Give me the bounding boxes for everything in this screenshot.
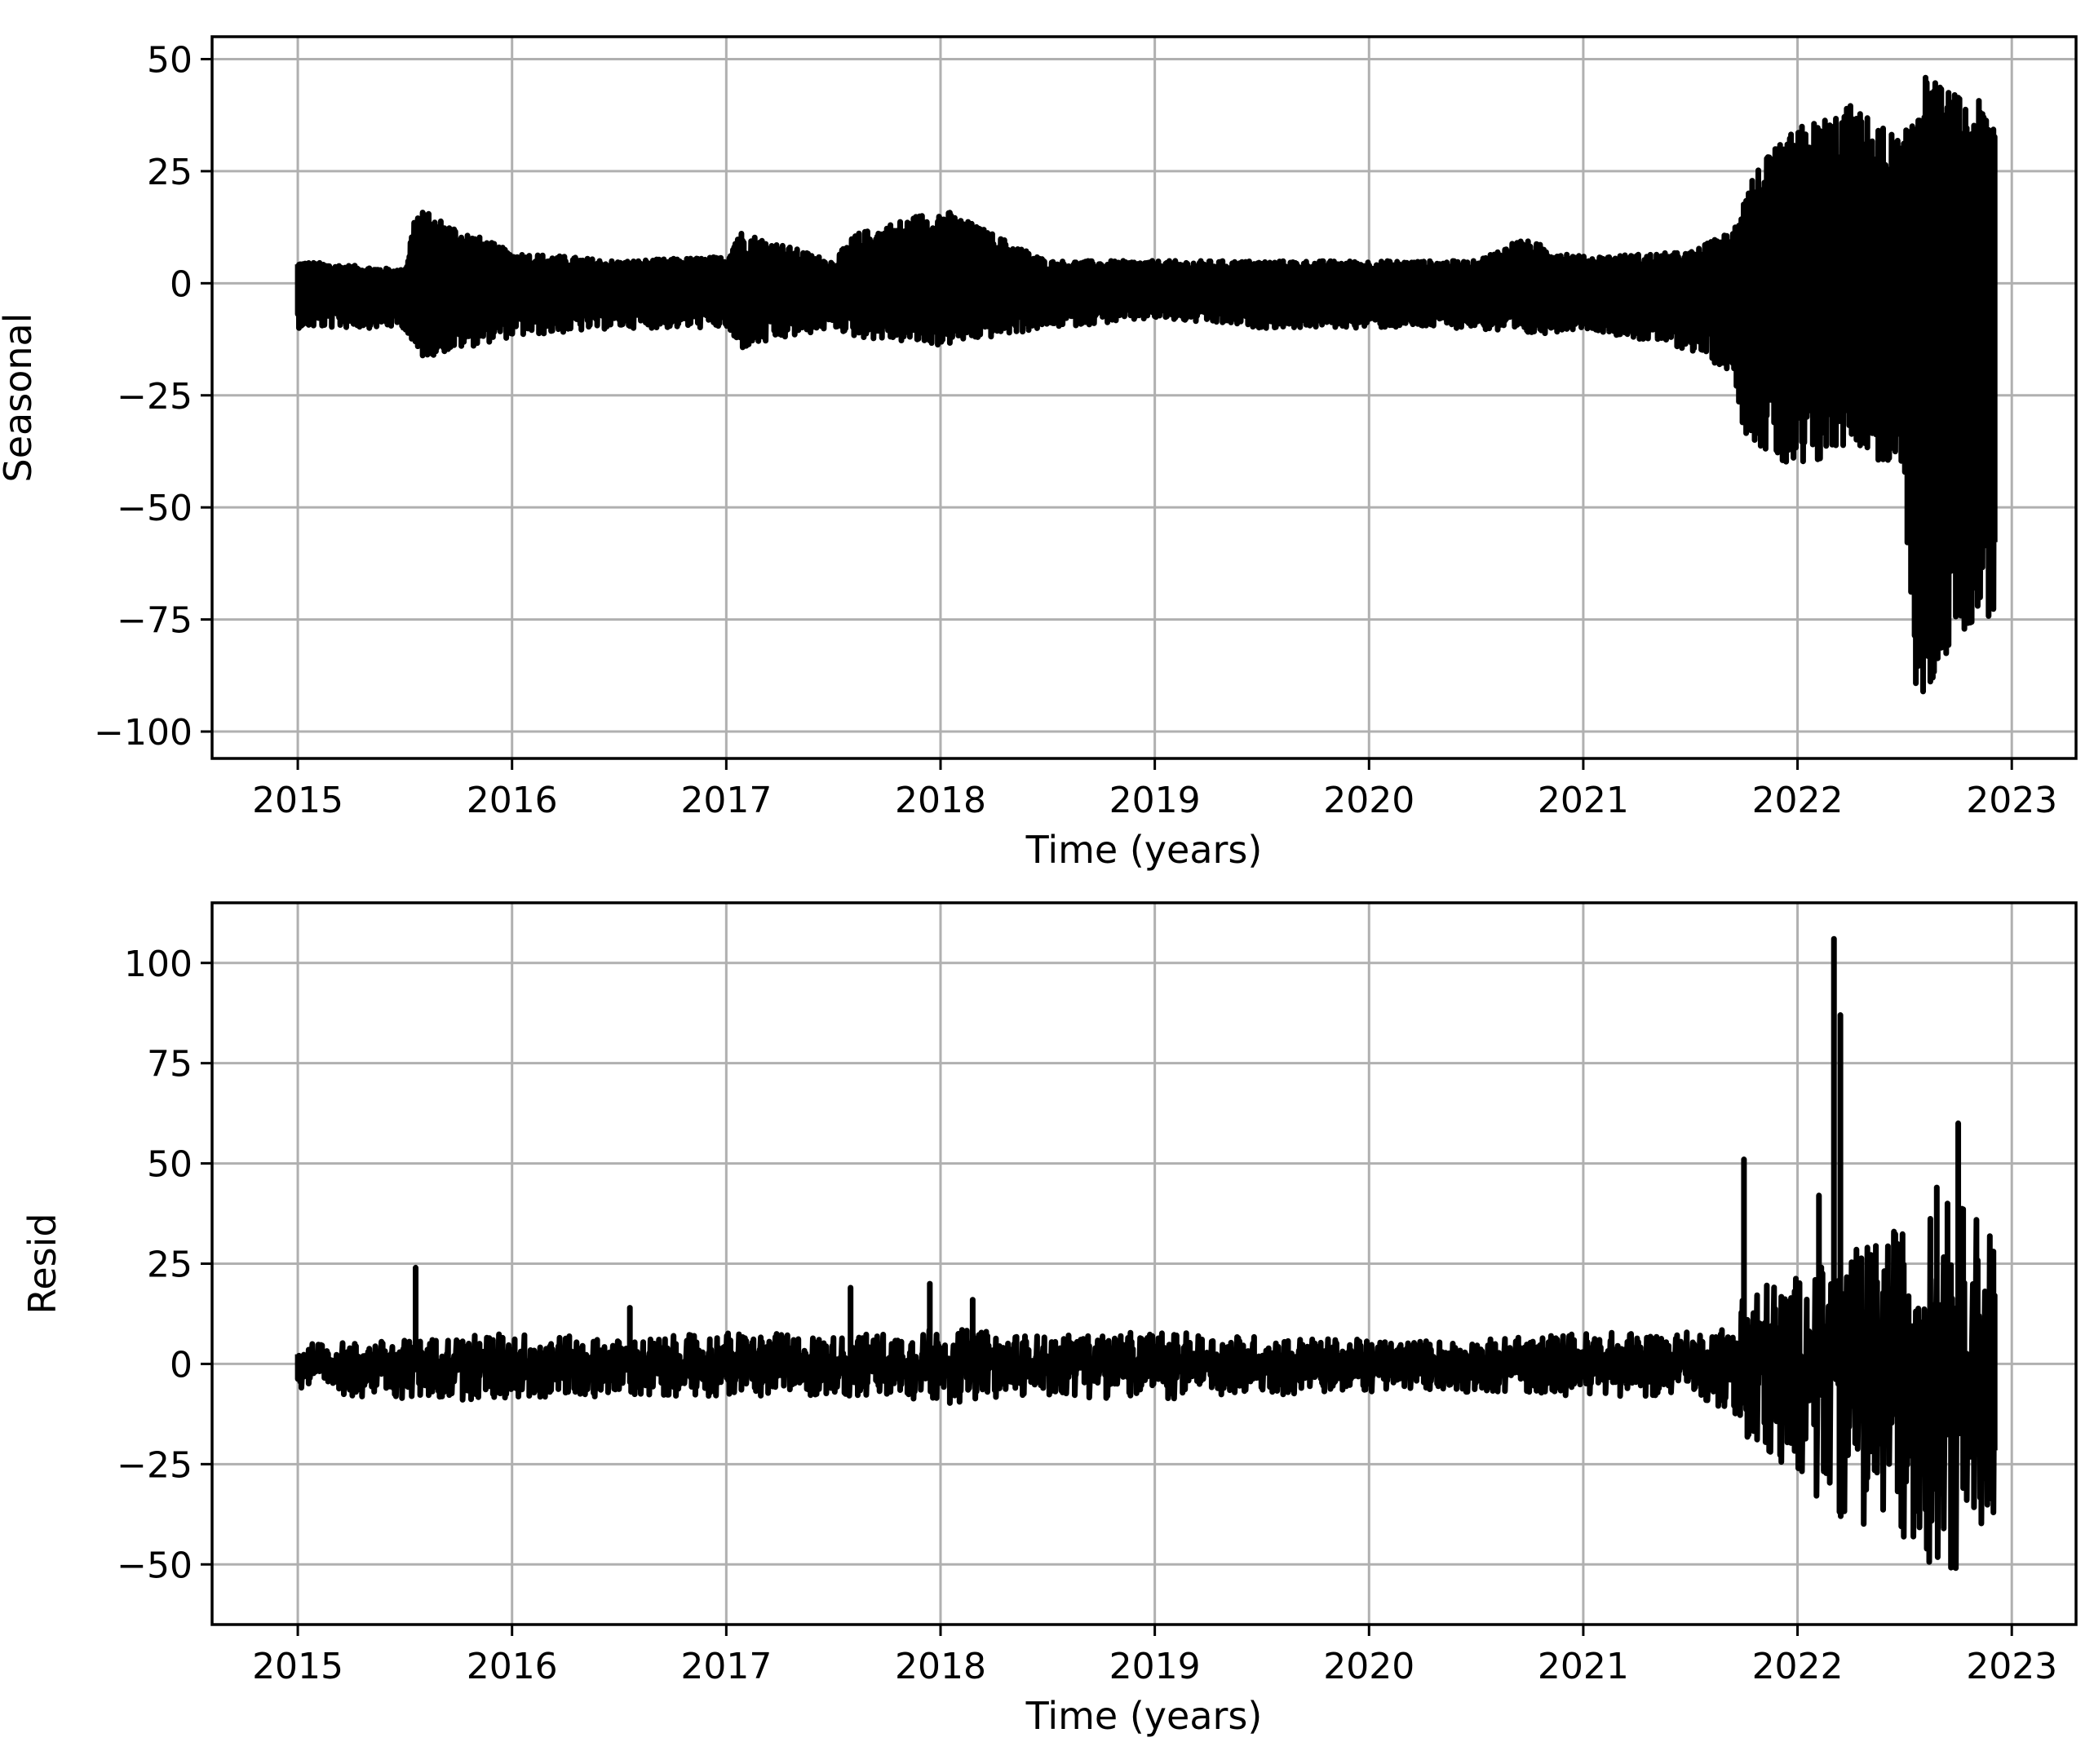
seasonal-ytick-label-6: −100 [94, 712, 193, 754]
seasonal-xtick-label-2023: 2023 [1966, 780, 2057, 821]
resid-xtick-label-2017: 2017 [680, 1646, 772, 1687]
seasonal-xtick-label-2015: 2015 [252, 780, 343, 821]
seasonal-ytick-label-3: −25 [117, 376, 193, 418]
resid-y-axis-label: Resid [20, 1213, 64, 1314]
resid-xtick-label-2022: 2022 [1752, 1646, 1844, 1687]
resid-ytick-label-2: 50 [147, 1144, 193, 1186]
seasonal-xtick-label-2021: 2021 [1538, 780, 1629, 821]
resid-ytick-label-0: 100 [124, 944, 193, 985]
seasonal-xtick-label-2019: 2019 [1109, 780, 1201, 821]
seasonal-ytick-label-4: −50 [117, 488, 193, 529]
resid-xtick-label-2023: 2023 [1966, 1646, 2057, 1687]
resid-xtick-label-2016: 2016 [467, 1646, 558, 1687]
seasonal-ytick-label-5: −75 [117, 600, 193, 642]
resid-chart: 2015 2016 2017 2018 2019 2020 2021 2022 2023 100 7… [20, 901, 2078, 1738]
resid-xtick-label-2021: 2021 [1538, 1646, 1629, 1687]
seasonal-xtick-label-2022: 2022 [1752, 780, 1844, 821]
seasonal-ytick-label-1: 25 [147, 152, 193, 193]
resid-series-line [294, 1205, 1998, 1572]
resid-xtick-label-2020: 2020 [1323, 1646, 1414, 1687]
seasonal-series-line [294, 74, 1998, 695]
resid-ytick-label-6: −50 [117, 1545, 193, 1586]
seasonal-x-axis-label: Time (years) [1025, 828, 1263, 872]
resid-x-axis-label: Time (years) [1025, 1694, 1263, 1738]
seasonal-ytick-label-2: 0 [170, 263, 193, 305]
resid-xtick-label-2019: 2019 [1109, 1646, 1201, 1687]
seasonal-axes-frame [210, 35, 2078, 760]
resid-ytick-label-4: 0 [170, 1344, 193, 1386]
resid-xtick-label-2015: 2015 [252, 1646, 343, 1687]
seasonal-xtick-label-2020: 2020 [1323, 780, 1414, 821]
seasonal-chart: 2015 2016 2017 2018 2019 2020 2021 2022 2023 50 25… [0, 35, 2078, 872]
seasonal-xtick-label-2017: 2017 [680, 780, 772, 821]
seasonal-xtick-label-2018: 2018 [895, 780, 986, 821]
seasonal-y-axis-label: Seasonal [0, 313, 40, 483]
resid-ytick-label-3: 25 [147, 1245, 193, 1286]
resid-ytick-label-1: 75 [147, 1044, 193, 1085]
seasonal-xtick-label-2016: 2016 [467, 780, 558, 821]
seasonal-ytick-label-0: 50 [147, 39, 193, 81]
resid-xtick-label-2018: 2018 [895, 1646, 986, 1687]
resid-ytick-label-5: −25 [117, 1444, 193, 1486]
